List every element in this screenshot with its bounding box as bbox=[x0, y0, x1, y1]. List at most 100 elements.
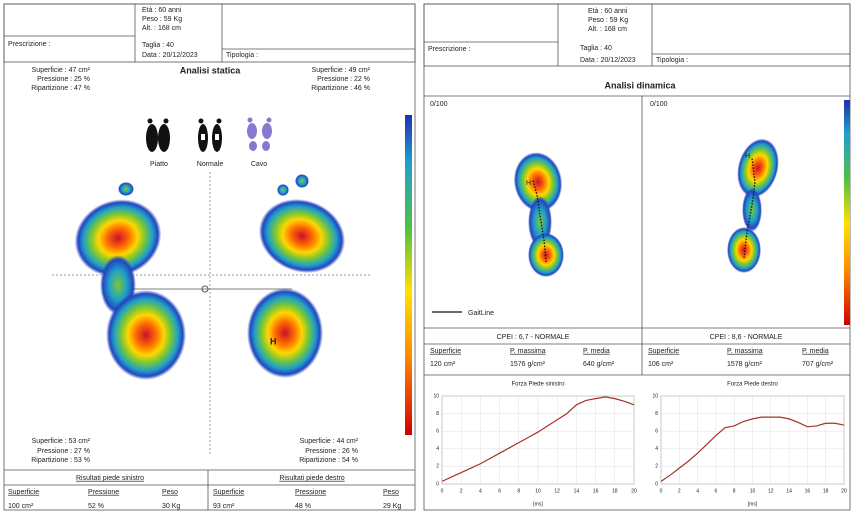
scale-label: 0/100 bbox=[430, 101, 448, 108]
x-tick-label: 16 bbox=[805, 488, 811, 494]
results-header: Pressione bbox=[295, 489, 326, 496]
results-header: Superficie bbox=[8, 489, 39, 496]
x-tick-label: 0 bbox=[660, 488, 663, 494]
foot-type: Normale bbox=[197, 161, 224, 168]
prescription: Prescrizione : bbox=[8, 41, 50, 48]
stat: Ripartizione : 54 % bbox=[299, 457, 358, 464]
results-header: Peso bbox=[162, 489, 178, 496]
metric-header: P. massima bbox=[510, 348, 546, 355]
y-tick-label: 2 bbox=[655, 464, 658, 470]
y-tick-label: 8 bbox=[436, 411, 439, 417]
foot-type: Cavo bbox=[251, 161, 267, 168]
stat: Pressione : 27 % bbox=[37, 448, 90, 455]
x-tick-label: 12 bbox=[554, 488, 560, 494]
stat: Superficie : 47 cm² bbox=[32, 67, 91, 74]
height: Alt. : 168 cm bbox=[588, 26, 627, 33]
pressure-map bbox=[509, 134, 785, 277]
results-value: 29 Kg bbox=[383, 503, 401, 510]
weight: Peso : 59 Kg bbox=[142, 16, 182, 23]
x-tick-label: 4 bbox=[696, 488, 699, 494]
x-tick-label: 18 bbox=[612, 488, 618, 494]
height: Alt. : 168 cm bbox=[142, 25, 181, 32]
x-tick-label: 10 bbox=[535, 488, 541, 494]
y-tick-label: 8 bbox=[655, 411, 658, 417]
dynamic-panel: Età : 60 anni Peso : 59 Kg Alt. : 168 cm… bbox=[424, 4, 850, 510]
stat: Pressione : 25 % bbox=[37, 76, 90, 83]
header-box bbox=[4, 4, 415, 62]
x-tick-label: 2 bbox=[678, 488, 681, 494]
color-scale bbox=[405, 115, 412, 435]
metric-value: 1578 g/cm² bbox=[727, 361, 763, 368]
x-tick-label: 14 bbox=[786, 488, 792, 494]
stat: Superficie : 49 cm² bbox=[312, 67, 371, 74]
charts: Forza Piede sinistro02468100246810121416… bbox=[433, 382, 847, 508]
results-value: 93 cm² bbox=[213, 503, 235, 510]
title: Analisi dinamica bbox=[604, 80, 676, 90]
y-tick-label: 10 bbox=[652, 393, 658, 399]
y-tick-label: 0 bbox=[436, 481, 439, 487]
scale-label: 0/100 bbox=[650, 101, 668, 108]
x-tick-label: 20 bbox=[841, 488, 847, 494]
y-tick-label: 6 bbox=[655, 429, 658, 435]
peak-marker: H bbox=[526, 180, 531, 187]
weight: Peso : 59 Kg bbox=[588, 17, 628, 24]
x-tick-label: 4 bbox=[479, 488, 482, 494]
foot-type: Piatto bbox=[150, 161, 168, 168]
results-title: Risultati piede destro bbox=[279, 475, 344, 482]
x-tick-label: 6 bbox=[715, 488, 718, 494]
results-header: Peso bbox=[383, 489, 399, 496]
y-tick-label: 10 bbox=[433, 393, 439, 399]
y-tick-label: 4 bbox=[655, 446, 658, 452]
results-header: Pressione bbox=[88, 489, 119, 496]
stat: Pressione : 22 % bbox=[317, 76, 370, 83]
stat: Ripartizione : 47 % bbox=[31, 85, 90, 92]
metric-value: 707 g/cm² bbox=[802, 361, 834, 368]
header-box bbox=[424, 4, 850, 66]
stat: Superficie : 44 cm² bbox=[300, 438, 359, 445]
foot-icons bbox=[146, 118, 272, 153]
date: Data : 20/12/2023 bbox=[580, 57, 636, 64]
results-title: Risultati piede sinistro bbox=[76, 475, 144, 482]
x-tick-label: 2 bbox=[460, 488, 463, 494]
x-tick-label: 10 bbox=[750, 488, 756, 494]
stat: Ripartizione : 46 % bbox=[311, 85, 370, 92]
results-value: 30 Kg bbox=[162, 503, 180, 510]
x-tick-label: 6 bbox=[498, 488, 501, 494]
age: Età : 60 anni bbox=[588, 8, 628, 15]
type: Tipologia : bbox=[656, 57, 688, 64]
title: Analisi statica bbox=[180, 65, 242, 75]
metric-value: 640 g/cm² bbox=[583, 361, 615, 368]
chart-title: Forza Piede destro bbox=[727, 382, 778, 388]
stat: Pressione : 26 % bbox=[305, 448, 358, 455]
peak-marker: H bbox=[270, 336, 277, 346]
type: Tipologia : bbox=[226, 52, 258, 59]
metric-value: 106 cm² bbox=[648, 361, 674, 368]
x-axis-label: [ms] bbox=[533, 501, 543, 507]
metric-header: Superficie bbox=[430, 348, 461, 355]
x-tick-label: 16 bbox=[593, 488, 599, 494]
metric-value: 120 cm² bbox=[430, 361, 456, 368]
x-tick-label: 0 bbox=[441, 488, 444, 494]
metric-header: P. massima bbox=[727, 348, 763, 355]
y-tick-label: 0 bbox=[655, 481, 658, 487]
stat: Superficie : 53 cm² bbox=[32, 438, 91, 445]
y-tick-label: 2 bbox=[436, 464, 439, 470]
x-tick-label: 8 bbox=[733, 488, 736, 494]
x-tick-label: 20 bbox=[631, 488, 637, 494]
peak-marker: H bbox=[745, 153, 750, 160]
static-panel: Età : 60 anni Peso : 59 Kg Alt. : 168 cm… bbox=[4, 4, 415, 510]
size: Taglia : 40 bbox=[142, 42, 174, 49]
x-tick-label: 8 bbox=[517, 488, 520, 494]
color-scale bbox=[844, 100, 850, 325]
y-tick-label: 6 bbox=[436, 429, 439, 435]
metric-header: P. media bbox=[583, 348, 610, 355]
x-tick-label: 14 bbox=[574, 488, 580, 494]
x-tick-label: 12 bbox=[768, 488, 774, 494]
stat: Ripartizione : 53 % bbox=[31, 457, 90, 464]
age: Età : 60 anni bbox=[142, 7, 182, 14]
results-header: Superficie bbox=[213, 489, 244, 496]
cpei: CPEI : 6,7 - NORMALE bbox=[497, 334, 570, 341]
metric-header: Superficie bbox=[648, 348, 679, 355]
results-value: 100 cm² bbox=[8, 503, 34, 510]
results-value: 48 % bbox=[295, 503, 311, 510]
